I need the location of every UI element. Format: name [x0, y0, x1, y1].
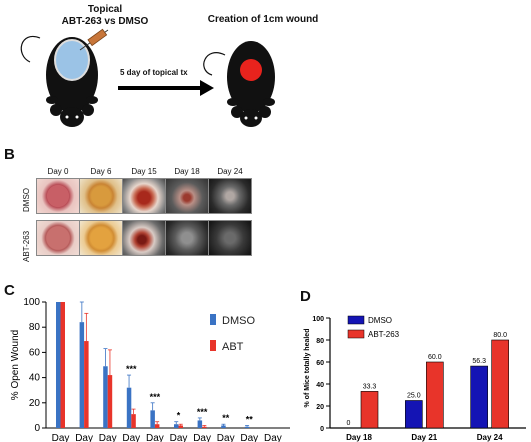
bar-dmso-1	[405, 400, 423, 429]
data-label: 56.3	[472, 358, 486, 365]
legend-swatch-dmso	[347, 315, 365, 325]
y-tick-label: 100	[312, 316, 324, 323]
x-tick-label: Day	[146, 433, 164, 442]
bar-abt-2	[107, 375, 113, 428]
y-tick-label: 80	[29, 322, 41, 333]
significance-marker: *	[177, 411, 181, 421]
photo-abt-day24	[208, 220, 252, 256]
y-tick-label: 80	[316, 338, 324, 345]
photo-dmso-day18	[165, 178, 209, 214]
x-tick-label: Day	[217, 433, 235, 442]
legend-label-abt-263: ABT-263	[368, 330, 400, 339]
bar-dmso-7	[221, 425, 226, 428]
photo-abt-day0	[36, 220, 80, 256]
mouse-right-icon	[203, 41, 275, 127]
panel-letter-c: C	[4, 282, 15, 299]
day-label-1: Day 6	[90, 167, 112, 176]
day-label-0: Day 0	[47, 167, 69, 176]
bar-dmso-3	[126, 387, 132, 428]
panel-letter-d: D	[300, 288, 311, 305]
data-label: 0	[347, 420, 351, 427]
bar-abt-3	[131, 414, 136, 428]
mouse-left-icon	[20, 35, 98, 127]
bar-abt-5	[178, 425, 183, 428]
x-tick-label: Day	[170, 433, 188, 442]
data-label: 33.3	[363, 383, 377, 390]
bar-dmso-1	[79, 322, 85, 428]
significance-marker: **	[246, 414, 254, 424]
bar-abt-0	[60, 302, 65, 428]
bar-abt-1	[84, 341, 89, 428]
bar-abt-263-2	[491, 339, 509, 429]
photo-abt-day18	[165, 220, 209, 256]
data-label: 80.0	[493, 332, 507, 339]
y-tick-label: 60	[29, 347, 41, 358]
bar-dmso-5	[174, 424, 179, 428]
x-tick-label: Day	[52, 433, 70, 442]
bar-dmso-4	[150, 410, 155, 428]
bar-abt-6	[202, 426, 207, 428]
y-tick-label: 20	[316, 404, 324, 411]
bar-dmso-0	[56, 302, 61, 428]
bar-dmso-2	[470, 365, 488, 429]
legend-swatch-abt-263	[347, 329, 365, 339]
y-tick-label: 0	[34, 423, 40, 434]
bar-abt-4	[154, 424, 160, 428]
y-tick-label: 40	[316, 382, 324, 389]
day-label-2: Day 15	[131, 167, 157, 176]
treatment-label-line1: Topical	[87, 4, 123, 15]
legend-label-abt: ABT	[222, 341, 244, 353]
legend-swatch-dmso	[210, 314, 216, 325]
bar-dmso-6	[197, 420, 203, 428]
y-tick-label: 0	[320, 426, 324, 433]
bar-abt-263-0	[360, 391, 379, 429]
bar-dmso-8	[244, 426, 250, 428]
syringe-icon	[79, 28, 109, 51]
x-tick-label: Day	[122, 433, 140, 442]
photo-dmso-day15	[122, 178, 166, 214]
wound-label: Creation of 1cm wound	[207, 14, 319, 25]
treatment-label-line2: ABT-263 vs DMSO	[61, 16, 149, 27]
y-axis-label: % of Mice totally healed	[304, 329, 311, 408]
photo-abt-day15	[122, 220, 166, 256]
x-tick-label: Day	[240, 433, 258, 442]
legend-label-dmso: DMSO	[222, 315, 255, 327]
y-tick-label: 60	[316, 360, 324, 367]
chart-d: 0 20 40 60 80 100% of Mice totally healed 0 33.…	[304, 315, 526, 442]
significance-marker: ***	[197, 407, 208, 417]
photo-dmso-day0	[36, 178, 80, 214]
bar-dmso-2	[103, 366, 108, 428]
bar-abt-263-1	[426, 361, 444, 429]
y-tick-label: 100	[23, 297, 40, 308]
legend-swatch-abt	[210, 340, 216, 351]
y-tick-label: 20	[29, 398, 41, 409]
x-tick-label: Day	[193, 433, 211, 442]
panel-letter-b: B	[4, 146, 15, 163]
x-tick-label: Day	[99, 433, 117, 442]
data-label: 60.0	[428, 354, 442, 361]
x-tick-label: Day 24	[477, 433, 503, 442]
day-label-3: Day 18	[174, 167, 200, 176]
schematic-a	[20, 28, 275, 127]
row-label-abt: ABT-263	[22, 230, 31, 262]
row-label-dmso: DMSO	[22, 188, 31, 212]
y-tick-label: 40	[29, 373, 41, 384]
photo-dmso-day24	[208, 178, 252, 214]
y-axis-label: % Open Wound	[10, 330, 21, 400]
x-tick-label: Day	[264, 433, 282, 442]
data-label: 25.0	[407, 393, 421, 400]
x-tick-label: Day 18	[346, 433, 372, 442]
arrow-label: 5 day of topical tx	[120, 68, 188, 77]
significance-marker: **	[222, 413, 230, 423]
photo-dmso-day6	[79, 178, 123, 214]
legend-label-dmso: DMSO	[368, 316, 392, 325]
arrow-icon	[118, 80, 214, 96]
day-label-4: Day 24	[217, 167, 243, 176]
significance-marker: ***	[150, 392, 161, 402]
photo-abt-day6	[79, 220, 123, 256]
x-tick-label: Day 21	[411, 433, 437, 442]
x-tick-label: Day	[75, 433, 93, 442]
significance-marker: ***	[126, 364, 137, 374]
